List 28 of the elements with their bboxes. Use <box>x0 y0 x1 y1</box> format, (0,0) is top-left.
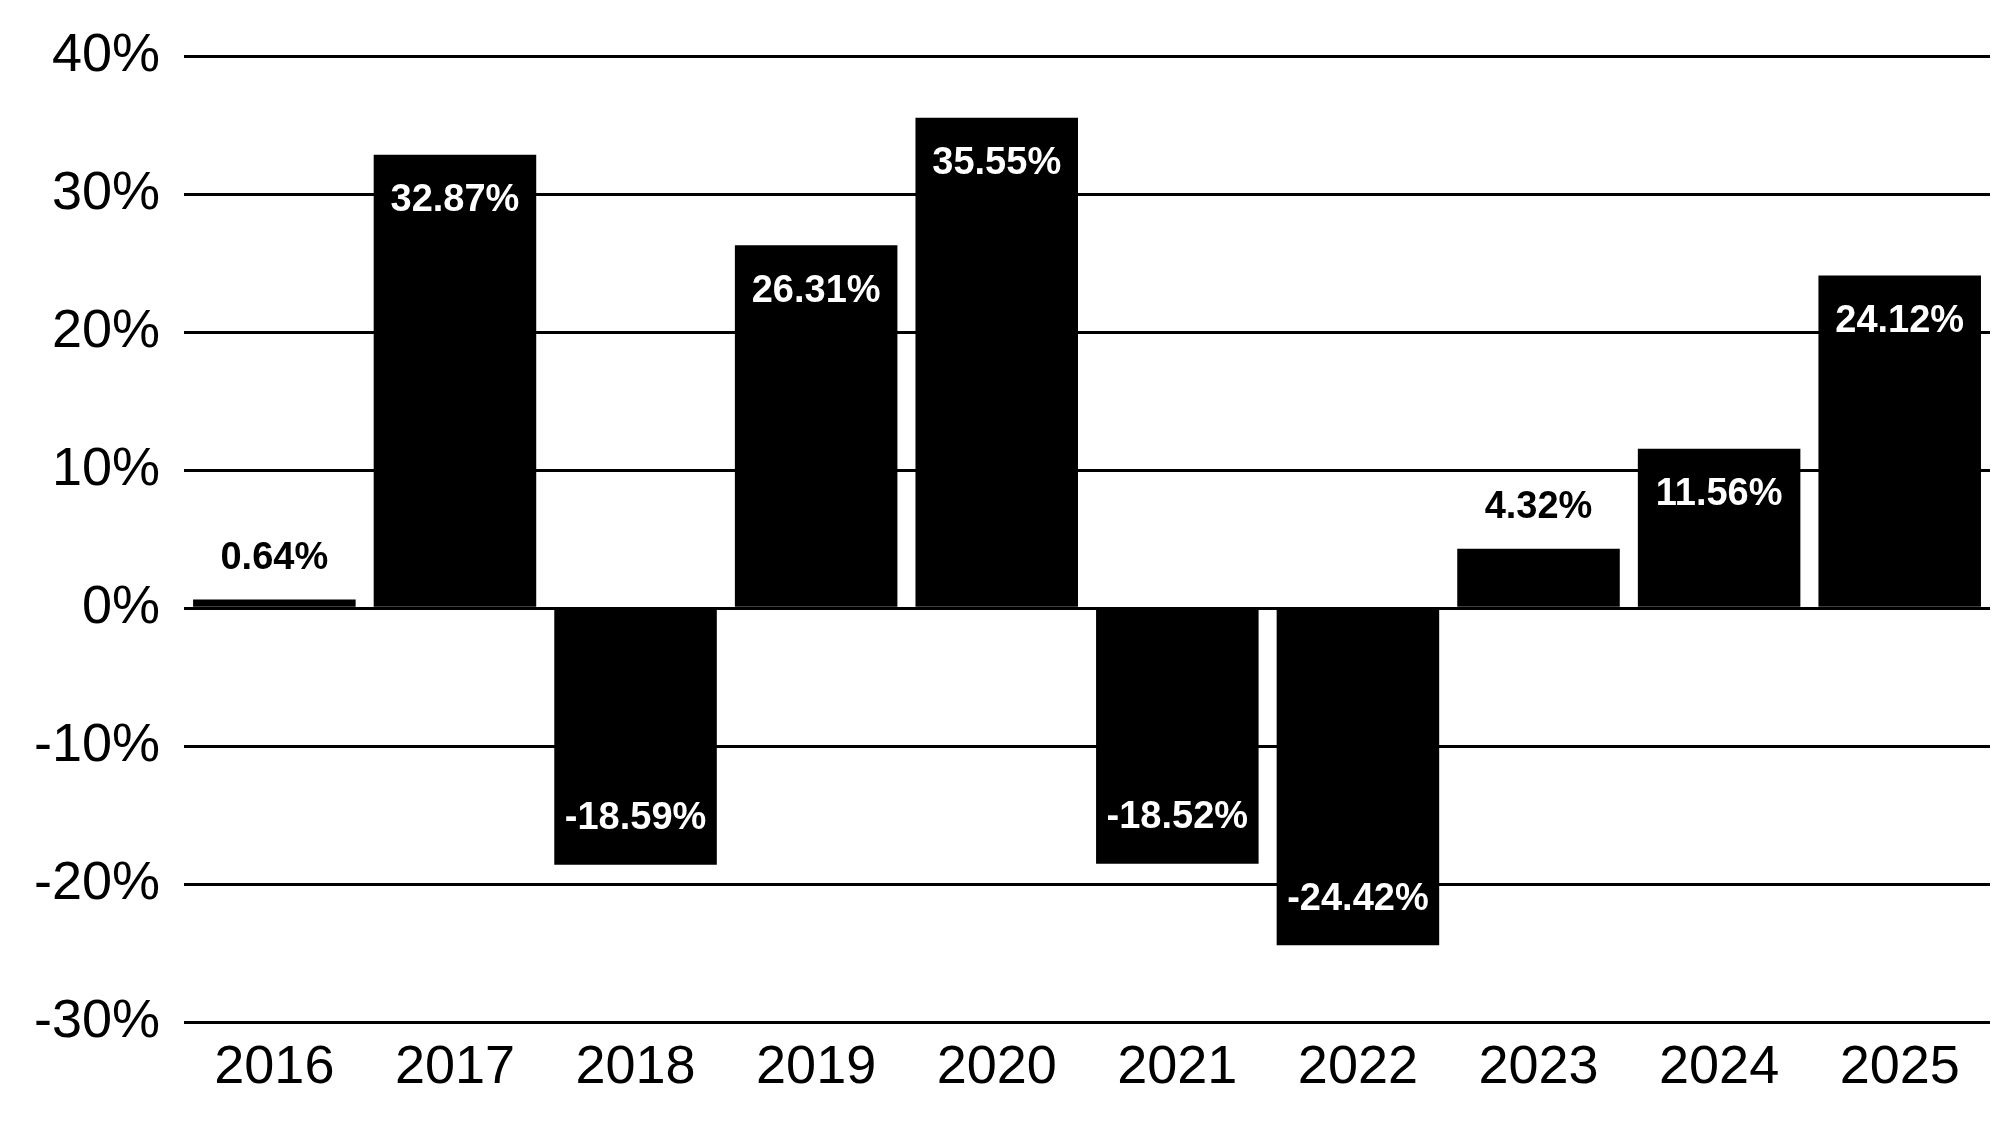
x-tick-label: 2019 <box>756 1034 877 1095</box>
y-tick-label: 10% <box>51 436 161 497</box>
x-tick-label: 2025 <box>1839 1034 1960 1095</box>
data-label: 35.55% <box>932 140 1062 183</box>
data-label: 0.64% <box>220 534 329 577</box>
y-tick-label: 20% <box>51 298 161 359</box>
x-tick-label: 2018 <box>575 1034 696 1095</box>
x-tick-label: 2017 <box>394 1034 516 1095</box>
x-tick-label: 2024 <box>1659 1034 1780 1095</box>
y-tick-label: -20% <box>34 850 161 911</box>
data-label: -18.59% <box>564 795 707 838</box>
data-label: -18.52% <box>1106 794 1249 837</box>
y-tick-label: -30% <box>34 988 161 1049</box>
data-label: -24.42% <box>1287 875 1429 918</box>
data-label: 32.87% <box>390 177 520 220</box>
data-label: 24.12% <box>1835 297 1965 340</box>
data-label: 4.32% <box>1484 484 1593 527</box>
y-tick-label: 40% <box>51 22 161 83</box>
data-label: 11.56% <box>1655 471 1783 514</box>
y-tick-label: -10% <box>34 712 161 773</box>
x-tick-label: 2016 <box>214 1034 335 1095</box>
x-tick-label: 2022 <box>1297 1034 1418 1095</box>
data-label: 26.31% <box>751 267 881 310</box>
x-tick-label: 2021 <box>1117 1034 1238 1095</box>
x-tick-label: 2020 <box>936 1034 1057 1095</box>
y-tick-label: 30% <box>51 160 161 221</box>
x-tick-label: 2023 <box>1478 1034 1599 1095</box>
y-tick-label: 0% <box>82 574 161 635</box>
